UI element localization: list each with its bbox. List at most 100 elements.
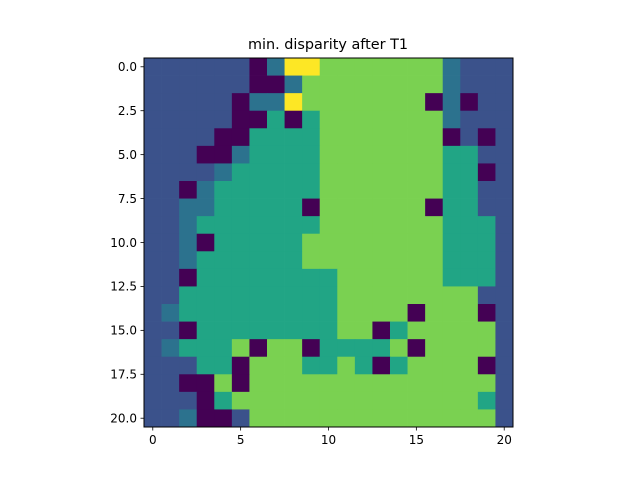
heatmap-cell [372,198,391,217]
heatmap-cell [249,304,268,322]
heatmap-cell [302,356,321,375]
heatmap-cell [495,128,514,147]
heatmap-cell [425,181,444,199]
heatmap-cell [179,339,198,358]
heatmap-cell [196,181,215,199]
heatmap-cell [337,356,356,375]
heatmap-cell [390,163,408,182]
heatmap-cell [460,75,479,94]
heatmap-cell [214,356,233,375]
x-axis: 0 5 10 15 20 [149,427,512,447]
heatmap-cell [179,251,198,270]
heatmap-cell [354,93,373,112]
heatmap-cell [407,163,426,182]
heatmap-cell [214,216,233,235]
heatmap-cell [425,268,444,287]
heatmap-cell [179,110,198,129]
heatmap-cell [460,110,479,129]
heatmap-cell [144,251,162,270]
heatmap-cell [231,145,250,164]
heatmap-cell [407,216,426,235]
heatmap-cell [407,198,426,217]
heatmap-cell [319,75,338,94]
heatmap-cell [495,110,514,129]
heatmap-cell [214,339,233,358]
heatmap-cell [231,286,250,305]
heatmap-cell [372,409,391,428]
heatmap-cell [495,374,514,393]
heatmap-cell [407,251,426,270]
heatmap-cell [477,268,496,287]
heatmap-cell [302,286,321,305]
heatmap-cell [354,128,373,147]
heatmap-cell [442,233,461,252]
heatmap-cell [372,374,391,393]
heatmap-cell [442,216,461,235]
heatmap-cell [442,145,461,164]
heatmap-cell [372,251,391,270]
heatmap-cell [161,356,180,375]
heatmap-cell [390,93,408,112]
heatmap-cell [425,216,444,235]
heatmap-cell [477,251,496,270]
heatmap-cell [407,145,426,164]
heatmap-cell [284,145,303,164]
heatmap-cell [249,198,268,217]
heatmap-cell [214,93,233,112]
heatmap-cell [214,145,233,164]
heatmap-cell [372,110,391,129]
heatmap-cell [214,233,233,252]
heatmap-cell [495,181,514,199]
heatmap-cell [249,93,268,112]
heatmap-cell [249,321,268,340]
heatmap-cell [337,110,356,129]
heatmap-cell [302,163,321,182]
heatmap-cell [144,198,162,217]
heatmap-cell [284,286,303,305]
heatmap-cell [442,409,461,428]
heatmap-cell [249,391,268,410]
heatmap-cell [390,286,408,305]
heatmap-cell [354,145,373,164]
heatmap-cell [231,391,250,410]
heatmap-cell [407,128,426,147]
heatmap-cell [196,58,215,76]
heatmap-cell [354,233,373,252]
heatmap-cell [179,233,198,252]
heatmap-cell [214,163,233,182]
heatmap-cell [144,339,162,358]
heatmap-cell [196,251,215,270]
heatmap-cell [460,391,479,410]
heatmap-cell [407,181,426,199]
y-tick-label: 17.5 [110,368,137,382]
heatmap-cell [179,93,198,112]
heatmap-cell [231,268,250,287]
heatmap-cell [267,374,285,393]
heatmap-cell [214,391,233,410]
heatmap-cell [442,58,461,76]
heatmap-cell [319,93,338,112]
heatmap-cell [477,286,496,305]
heatmap-cell [372,286,391,305]
heatmap-cell [231,128,250,147]
heatmap-cell [284,374,303,393]
heatmap-cell [495,198,514,217]
heatmap-cell [442,304,461,322]
heatmap-cell [267,409,285,428]
heatmap-cell [231,58,250,76]
y-tick-label: 2.5 [118,104,137,118]
heatmap-cell [161,233,180,252]
heatmap-cell [477,216,496,235]
heatmap-cell [302,409,321,428]
heatmap-cell [249,75,268,94]
heatmap-cell [495,75,514,94]
heatmap-cell [214,128,233,147]
heatmap-cell [390,145,408,164]
heatmap-cell [425,286,444,305]
heatmap-cell [407,339,426,358]
heatmap-cell [477,321,496,340]
heatmap-cell [425,391,444,410]
heatmap-cell [179,374,198,393]
heatmap-cell [460,58,479,76]
heatmap-cell [477,198,496,217]
